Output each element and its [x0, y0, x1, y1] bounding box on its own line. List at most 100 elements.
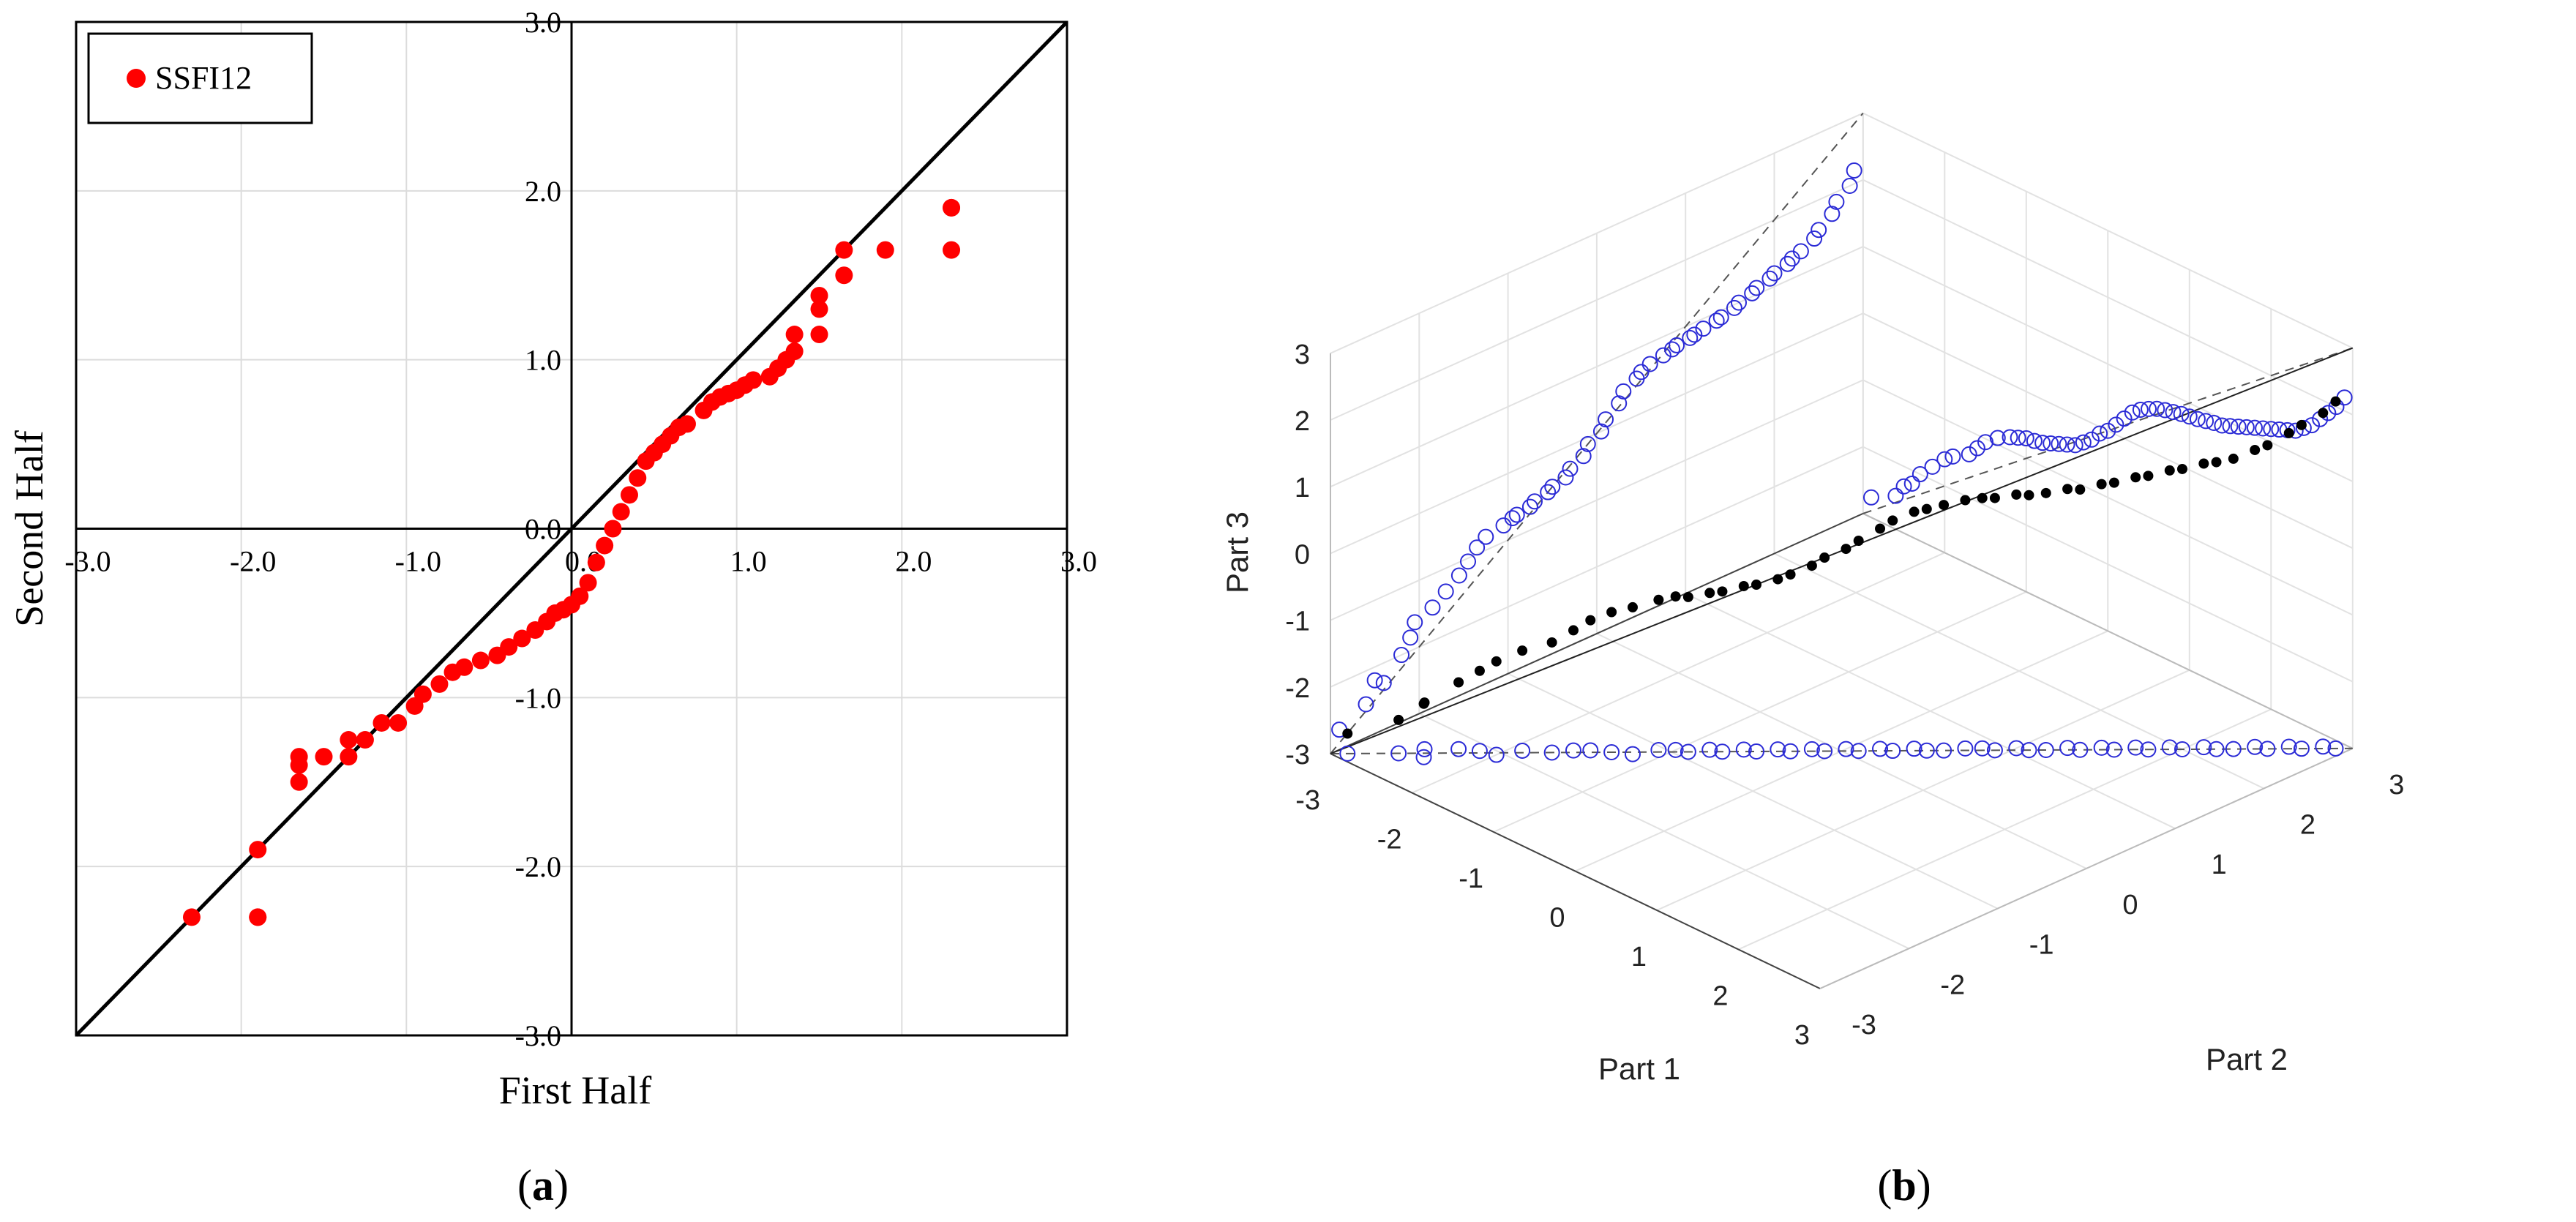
projection-point — [1437, 583, 1454, 600]
data-point — [1717, 586, 1728, 597]
projection-point — [1903, 475, 1920, 492]
data-point — [1751, 580, 1761, 590]
projection-point — [1664, 341, 1681, 358]
projection-point — [2247, 419, 2263, 436]
projection-point — [1872, 741, 1889, 757]
y-tick-label: -2.0 — [515, 850, 561, 883]
data-point — [2262, 440, 2273, 451]
projection-point — [2043, 435, 2059, 451]
projection-point — [2108, 416, 2124, 433]
projection-point — [1912, 466, 1928, 483]
data-point — [315, 748, 333, 766]
z-axis-title: Part 3 — [1220, 511, 1254, 593]
projection-point — [1680, 743, 1696, 760]
data-point — [571, 587, 589, 605]
data-point — [413, 685, 432, 703]
data-point — [1491, 656, 1502, 667]
projection-point — [1766, 265, 1783, 282]
panel-letter-a: a — [532, 1161, 554, 1210]
axis-edge — [1330, 753, 1821, 989]
x-tick-label: -2 — [1377, 825, 1402, 855]
legend-marker — [127, 69, 146, 88]
data-point — [2250, 444, 2261, 455]
data-point — [620, 486, 638, 504]
projection-point — [1761, 270, 1778, 287]
data-point — [2228, 453, 2239, 464]
panel-label-a: (a) — [517, 1161, 569, 1210]
z-tick-label: 0 — [1295, 539, 1310, 570]
reference-line-back — [1862, 347, 2354, 514]
data-point — [1670, 591, 1681, 602]
projection-point — [1846, 162, 1862, 179]
projection-point — [1811, 222, 1827, 239]
projection-point — [1521, 498, 1538, 515]
y-tick-label: 3 — [2389, 770, 2404, 801]
data-point — [1841, 544, 1852, 555]
data-point — [1546, 637, 1557, 648]
projection-point — [1592, 423, 1609, 440]
z-tick-label: 3 — [1295, 340, 1310, 370]
y-tick-label: -1.0 — [515, 681, 561, 714]
data-point — [596, 536, 614, 555]
projection-point — [1770, 741, 1786, 758]
data-point — [810, 326, 828, 344]
projection-point — [1557, 469, 1574, 486]
projection-point — [2214, 417, 2231, 434]
y-tick-label: -2 — [1940, 970, 1965, 1000]
x-tick-label: -1.0 — [395, 545, 441, 578]
data-point — [1960, 495, 1971, 506]
panel-a: -3.0 -2.0 -1.0 0.0 1.0 2.0 3.0-3.0-2.0-1.00.01… — [7, 6, 1097, 1210]
x-axis-title: Part 1 — [1598, 1052, 1680, 1086]
projection-point — [2225, 741, 2242, 757]
x-tick-label: -3.0 — [64, 545, 111, 578]
x-tick-label: 2 — [1712, 981, 1728, 1012]
projection-point — [1779, 255, 1796, 272]
projection-point — [1390, 745, 1407, 762]
projection-point — [1735, 741, 1752, 758]
projection-point — [2157, 402, 2174, 419]
y-tick-label: 3.0 — [525, 6, 561, 39]
projection-point — [2222, 418, 2239, 435]
projection-point — [2161, 739, 2178, 756]
projection-point — [1669, 337, 1685, 353]
y-tick-label: 0 — [2122, 890, 2138, 921]
projection-point — [1936, 742, 1952, 759]
data-point — [249, 841, 267, 859]
x-tick-label: -3 — [1295, 785, 1320, 816]
projection-point — [1862, 489, 1879, 506]
data-point — [500, 638, 518, 656]
projection-point — [1695, 321, 1712, 337]
data-point — [2198, 458, 2209, 469]
data-point — [1853, 536, 1864, 546]
projection-point — [1824, 206, 1841, 222]
projection-point — [2059, 436, 2075, 453]
projection-point — [1579, 435, 1596, 452]
data-point — [356, 731, 374, 749]
projection-point — [1358, 696, 1374, 713]
projection-point — [1339, 745, 1356, 762]
x-tick-label: 0 — [1549, 903, 1565, 934]
data-point — [1393, 714, 1404, 725]
projection-point — [1424, 599, 1441, 616]
projection-point — [2293, 741, 2310, 757]
projection-point — [1469, 539, 1486, 556]
data-point — [1977, 492, 1988, 503]
z-tick-label: 2 — [1295, 406, 1310, 437]
data-point — [1921, 503, 1932, 514]
reference-line-wall — [1330, 112, 1864, 754]
projection-point — [2174, 741, 2190, 757]
projection-point — [1641, 356, 1658, 372]
projection-point — [1514, 742, 1531, 759]
projection-point — [1508, 506, 1525, 523]
reference-line-floor — [1330, 747, 2353, 754]
data-point — [835, 241, 853, 259]
projection-point — [1582, 742, 1599, 759]
data-point — [2011, 489, 2022, 500]
projection-point — [1828, 193, 1845, 210]
y-tick-label: -3 — [1852, 1010, 1876, 1041]
projection-point — [1803, 741, 1820, 757]
axis-edge — [1862, 512, 2354, 749]
z-tick-label: -1 — [1285, 607, 1310, 637]
projection-point — [2083, 431, 2100, 448]
panel-label-b: (b) — [1877, 1161, 1931, 1210]
